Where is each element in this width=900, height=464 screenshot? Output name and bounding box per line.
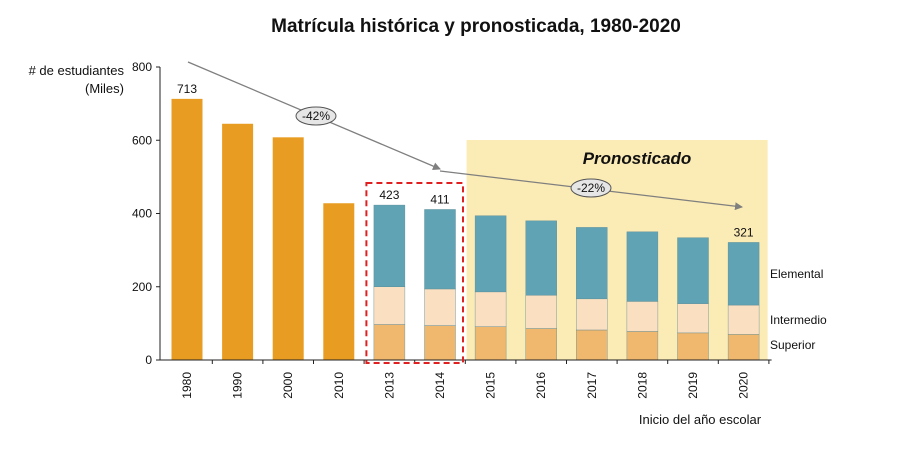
bar-2014-elemental <box>424 209 456 290</box>
highlight-box <box>365 182 464 364</box>
bars-layer <box>171 98 760 361</box>
background-layer <box>466 140 768 360</box>
bar-2000 <box>272 137 304 360</box>
data-label-1980: 713 <box>177 82 197 96</box>
forecast-region <box>466 140 768 360</box>
legend-superior: Superior <box>770 338 815 352</box>
annotation-layer: 713 423 411 321 -42% -22% Superior Intermedio El… <box>177 61 827 364</box>
x-axis-label: Inicio del año escolar <box>639 412 762 427</box>
x-tick-label-2020: 2020 <box>737 372 751 399</box>
pct-pill-1 <box>295 106 337 126</box>
y-axis-label-line1: # de estudiantes <box>29 63 125 78</box>
pct-label-1: -42% <box>302 109 330 123</box>
bar-2020-superior <box>727 334 760 361</box>
bar-2010 <box>323 203 355 360</box>
x-tick-label-2016: 2016 <box>534 372 548 399</box>
x-tick-label-2014: 2014 <box>433 372 447 399</box>
y-tick-label: 800 <box>132 60 152 74</box>
bar-2015-superior <box>474 326 507 361</box>
bar-2016-elemental <box>525 220 557 296</box>
x-tick-label-2017: 2017 <box>585 372 599 399</box>
x-tick-label-2015: 2015 <box>484 372 498 399</box>
x-tick-label-2010: 2010 <box>332 372 346 399</box>
bar-2018-superior <box>626 331 659 361</box>
data-label-2020: 321 <box>734 225 754 239</box>
pct-pill-2 <box>570 178 612 198</box>
bar-2014-intermedio <box>424 288 456 326</box>
y-tick-label: 600 <box>132 133 152 147</box>
x-tick-label-2019: 2019 <box>686 372 700 399</box>
bar-1990 <box>222 123 254 360</box>
bar-2015-elemental <box>474 215 507 293</box>
bar-2020-intermedio <box>727 304 760 335</box>
bar-2013-intermedio <box>373 286 406 325</box>
bar-2019-superior <box>677 332 709 361</box>
bar-2016-superior <box>525 328 557 361</box>
y-tick-label: 0 <box>145 353 152 367</box>
bar-2013-superior <box>373 324 406 361</box>
bar-2016-intermedio <box>525 294 557 329</box>
x-tick-label-2013: 2013 <box>382 372 396 399</box>
bar-1980 <box>171 98 203 361</box>
bar-2017-elemental <box>576 227 608 300</box>
bar-2020-elemental <box>727 242 760 306</box>
bar-2013-elemental <box>373 204 406 287</box>
data-label-2014: 411 <box>430 192 449 206</box>
pct-label-2: -22% <box>577 181 605 195</box>
x-tick-label-1990: 1990 <box>231 372 245 399</box>
bar-2017-superior <box>576 329 608 361</box>
y-tick-label: 400 <box>132 207 152 221</box>
data-label-2013: 423 <box>379 188 399 202</box>
bar-2018-intermedio <box>626 301 659 332</box>
x-tick-label-1980: 1980 <box>180 372 194 399</box>
legend-elemental: Elemental <box>770 267 823 281</box>
bar-2019-intermedio <box>677 303 709 334</box>
x-tick-label-2000: 2000 <box>281 372 295 399</box>
x-tick-label-2018: 2018 <box>635 372 649 399</box>
bar-2018-elemental <box>626 231 659 302</box>
forecast-label: Pronosticado <box>583 149 692 168</box>
chart-title: Matrícula histórica y pronosticada, 1980… <box>271 16 681 37</box>
bar-2019-elemental <box>677 237 709 304</box>
bar-2015-intermedio <box>474 291 507 327</box>
bar-2017-intermedio <box>576 298 608 331</box>
y-tick-label: 200 <box>132 280 152 294</box>
axis-layer: 0 200 400 600 800 1980 1990 2000 2010 2013 2014 201… <box>132 60 772 399</box>
y-axis-label-line2: (Miles) <box>85 81 124 96</box>
bar-2014-superior <box>424 325 456 361</box>
legend-intermedio: Intermedio <box>770 313 827 327</box>
